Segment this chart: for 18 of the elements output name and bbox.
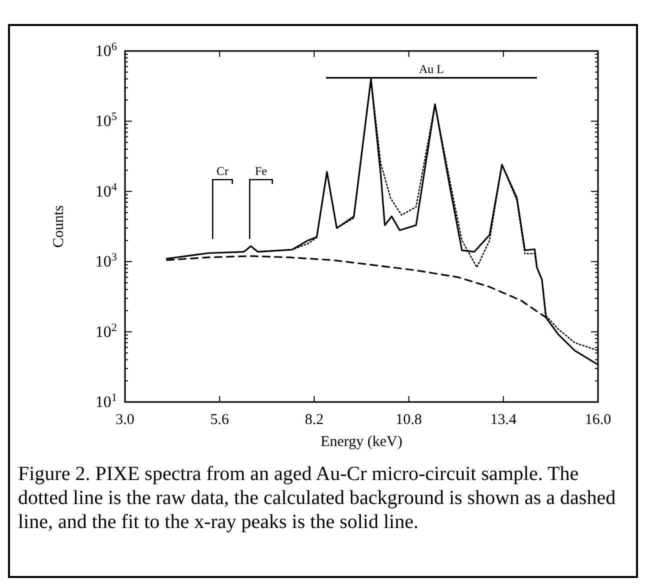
x-tick-label: 10.8 — [396, 412, 422, 428]
x-tick-label: 16.0 — [584, 412, 612, 428]
caption: Figure 2. PIXE spectra from an aged Au-Cr micro-circuit sample. The dotted line is the raw data, the calculated background is shown as a dashed line, and the fit to the x-ray peaks is the solid line. — [18, 463, 616, 533]
y-tick-label: 10$^{6}$ — [95, 41, 118, 60]
x-tick-label: 13.4 — [490, 412, 518, 428]
y-tick-label: 10$^{5}$ — [95, 111, 118, 130]
x-tick-label: 8.2 — [304, 412, 324, 428]
annotation: Au L — [419, 62, 444, 76]
y-tick-label: 10$^{4}$ — [95, 181, 118, 200]
x-axis-title: Energy (keV) — [320, 434, 402, 450]
y-tick-label: 10$^{3}$ — [95, 252, 118, 271]
y-tick-label: 10$^{1}$ — [95, 392, 117, 411]
annotation: Cr — [216, 164, 229, 178]
y-tick-label: 10$^{2}$ — [95, 322, 117, 341]
y-axis-title: Counts — [51, 205, 67, 248]
annotation: Fe — [255, 164, 267, 178]
x-tick-label: 3.0 — [116, 412, 134, 428]
x-tick-label: 5.6 — [210, 412, 230, 428]
